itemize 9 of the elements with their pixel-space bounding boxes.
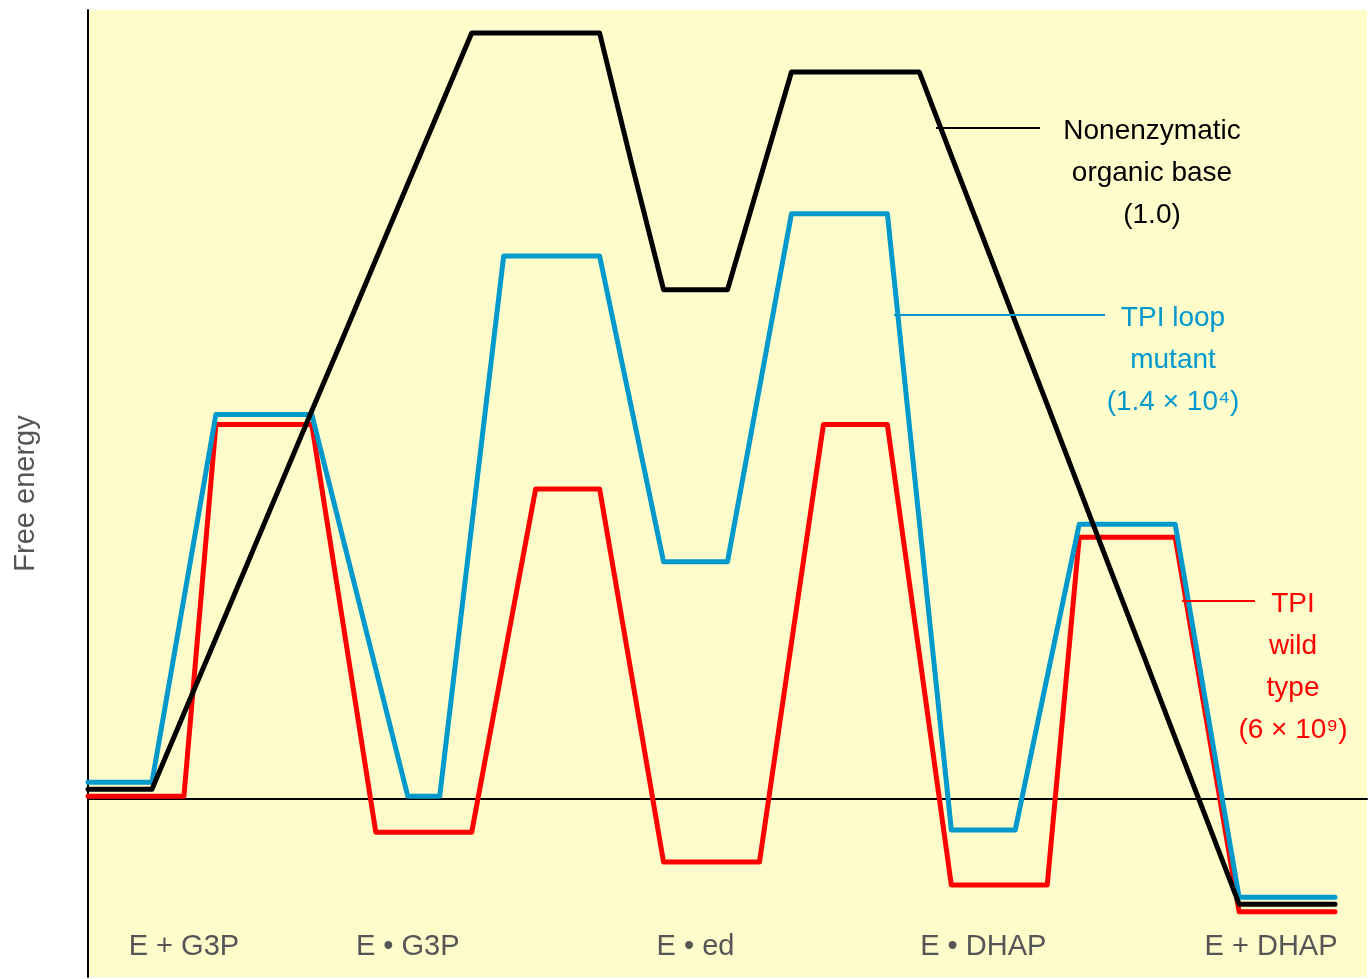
x-tick-label: E • G3P: [355, 928, 460, 961]
x-tick-label: E • DHAP: [920, 928, 1047, 961]
x-tick-label: E + DHAP: [1204, 928, 1338, 961]
legend-label: TPI wild type (6 × 10⁹): [1238, 586, 1348, 744]
x-tick-label: E • ed: [656, 928, 735, 961]
text: TPI loop mutant (1.4 × 10⁴): [1106, 300, 1240, 416]
legend-label: Nonenzymatic organic base (1.0): [1063, 113, 1241, 229]
y-axis-title: Free energy: [7, 414, 40, 572]
x-tick-label: E + G3P: [128, 928, 240, 961]
